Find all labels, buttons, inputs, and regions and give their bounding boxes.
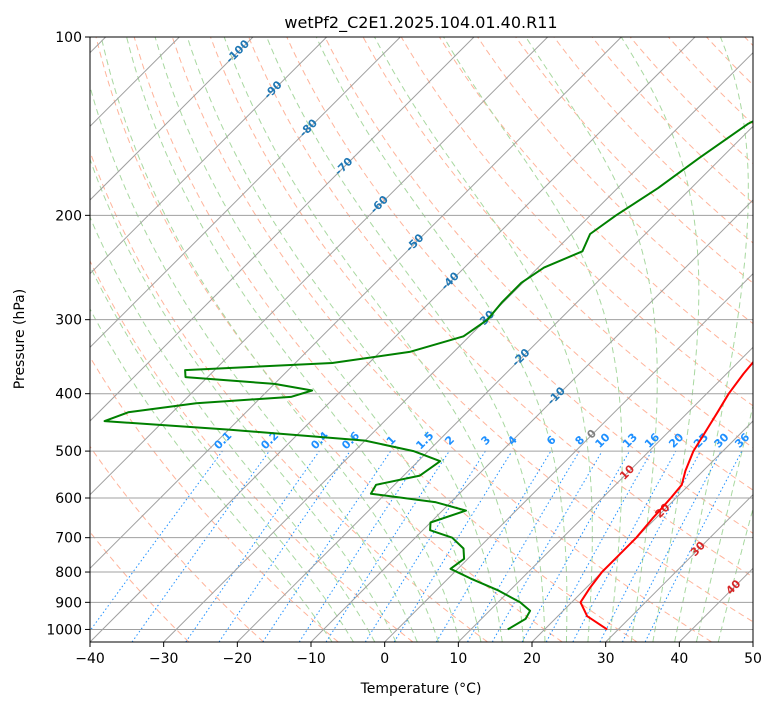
y-tick-label: 300 <box>55 313 82 329</box>
dry-adiabat <box>90 445 264 642</box>
x-tick-label: 0 <box>380 651 389 667</box>
y-axis-ticks: 100 200 300 400 500 600 700 800 900 1000 <box>46 30 90 638</box>
y-tick-label: 900 <box>55 595 82 611</box>
dry-adiabat <box>95 37 563 642</box>
isotherm <box>384 272 753 642</box>
dewpoint-profile <box>103 120 753 631</box>
x-tick-label: −40 <box>75 651 105 667</box>
isotherm <box>90 37 549 496</box>
dry-adiabat <box>210 37 753 623</box>
y-tick-label: 800 <box>55 565 82 581</box>
isotherm <box>310 199 753 642</box>
isotherm <box>457 346 753 642</box>
dry-adiabat <box>286 37 753 534</box>
moist-adiabat <box>443 37 623 642</box>
moist-adiabat <box>315 37 568 642</box>
x-tick-label: −30 <box>149 651 179 667</box>
mixing-ratio-line <box>90 450 223 632</box>
moist-adiabat <box>90 215 376 642</box>
x-tick-label: 50 <box>744 651 762 667</box>
moist-adiabat <box>223 37 525 642</box>
moist-adiabat <box>90 264 354 642</box>
isotherm <box>90 37 696 642</box>
sounding-profiles <box>103 120 753 631</box>
y-tick-label: 100 <box>55 30 82 46</box>
moist-adiabat <box>374 37 593 642</box>
moist-adiabat <box>674 37 749 642</box>
mixing-ratio-line <box>298 450 425 642</box>
x-tick-label: 20 <box>523 651 541 667</box>
moist-adiabat <box>717 506 753 642</box>
x-tick-label: −10 <box>296 651 326 667</box>
moist-adiabat <box>154 37 482 642</box>
y-tick-label: 700 <box>55 531 82 547</box>
plot-background <box>90 37 753 642</box>
x-tick-label: 30 <box>597 651 615 667</box>
isotherm <box>163 51 753 642</box>
moist-adiabat <box>266 37 546 642</box>
x-axis-label: Temperature (°C) <box>360 681 482 697</box>
mixing-ratio-line <box>545 450 653 642</box>
x-tick-label: −20 <box>223 651 253 667</box>
mixing-ratio-line <box>218 450 351 642</box>
x-tick-label: 10 <box>449 651 467 667</box>
y-tick-label: 200 <box>55 208 82 224</box>
mixing-ratio-line <box>262 450 392 642</box>
y-axis-label: Pressure (hPa) <box>12 289 28 389</box>
dry-adiabat <box>90 356 339 642</box>
mixing-ratio-line <box>521 450 630 642</box>
temperature-profile <box>579 360 753 631</box>
moist-adiabat <box>186 37 503 642</box>
moist-adiabat <box>695 403 753 642</box>
x-tick-label: 40 <box>670 651 688 667</box>
isotherm <box>236 125 753 642</box>
dry-adiabat <box>248 37 753 578</box>
mixing-ratio-line <box>644 450 743 642</box>
mixing-ratio-line <box>572 450 677 642</box>
y-tick-label: 600 <box>55 491 82 507</box>
moist-adiabat <box>90 157 397 642</box>
isotherm <box>90 37 328 275</box>
y-tick-label: 500 <box>55 444 82 460</box>
dry-adiabat <box>133 37 638 642</box>
mixing-ratio-line <box>131 450 270 642</box>
dry-adiabat <box>515 37 753 284</box>
mixing-ratio-line <box>325 450 450 642</box>
moist-adiabat <box>620 37 700 642</box>
isotherm <box>90 37 622 570</box>
isotherm <box>605 493 753 642</box>
x-axis-ticks: −40 −30 −20 −10 0 10 20 30 40 50 <box>75 642 762 667</box>
dry-adiabat <box>90 259 414 642</box>
isotherm <box>90 37 254 201</box>
moist-adiabat <box>126 37 461 642</box>
isotherm <box>90 37 401 349</box>
moist-adiabat <box>100 37 439 642</box>
y-tick-label: 400 <box>55 387 82 403</box>
dry-adiabat <box>171 37 712 642</box>
chart-title: wetPf2_C2E1.2025.104.01.40.R11 <box>284 13 557 33</box>
mixing-ratio-line <box>185 450 320 642</box>
dry-adiabat <box>324 37 753 491</box>
mixing-ratio-line <box>393 450 513 642</box>
moist-adiabat <box>90 308 333 642</box>
isotherm <box>90 37 475 422</box>
moist-adiabat <box>525 37 658 642</box>
plot-frame <box>89 36 754 643</box>
y-tick-label: 1000 <box>46 622 82 638</box>
moist-adiabat <box>90 84 418 642</box>
